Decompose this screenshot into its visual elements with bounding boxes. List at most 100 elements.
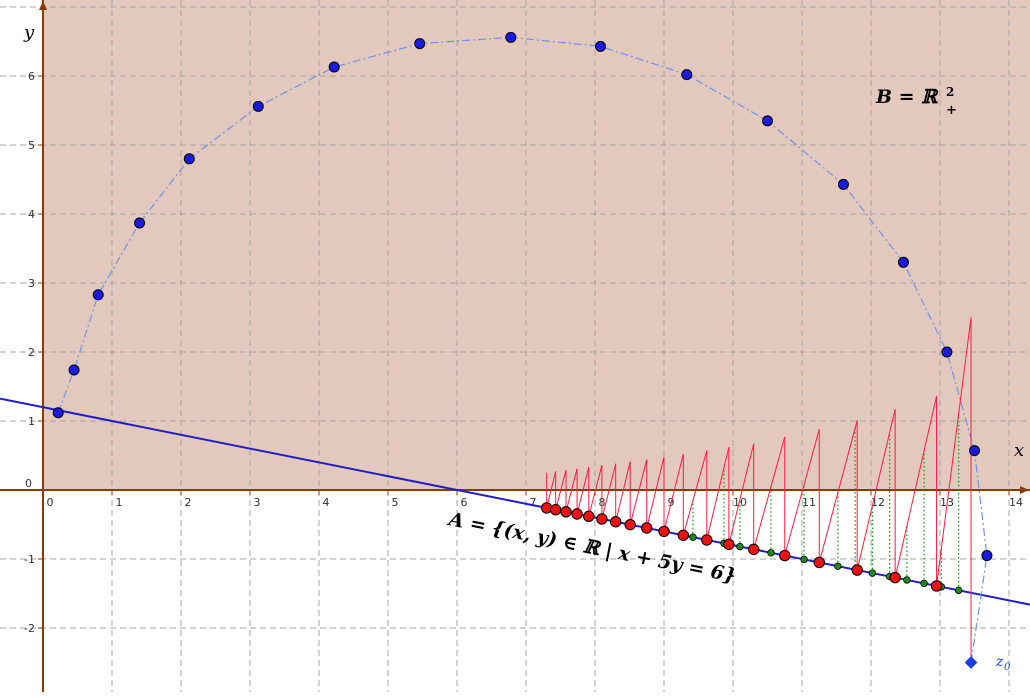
green-point[interactable]: [767, 549, 775, 557]
y-tick-label: -2: [24, 622, 35, 635]
green-point[interactable]: [689, 533, 697, 541]
z0-label: z 0: [995, 654, 1011, 673]
blue-point[interactable]: [52, 407, 64, 419]
blue-point[interactable]: [681, 69, 693, 81]
x-tick-label: 3: [254, 496, 261, 509]
red-point[interactable]: [624, 518, 636, 531]
x-tick-label: 5: [392, 496, 399, 509]
green-point[interactable]: [834, 562, 842, 570]
red-point[interactable]: [701, 534, 713, 546]
blue-point[interactable]: [92, 289, 104, 301]
y-tick-label: 3: [28, 277, 35, 290]
red-point[interactable]: [560, 506, 572, 518]
red-diagonal-segment: [546, 471, 557, 509]
red-diagonal-segment: [615, 461, 631, 522]
set-b-subscript: +: [946, 103, 957, 118]
set-b-label: B = ℝ 2 +: [875, 85, 957, 118]
x-tick-label: 11: [802, 496, 816, 509]
blue-point[interactable]: [969, 445, 980, 457]
red-point[interactable]: [930, 580, 943, 592]
blue-point[interactable]: [252, 100, 264, 112]
red-point[interactable]: [658, 525, 670, 538]
dash-dot-curve: [57, 36, 988, 663]
green-point[interactable]: [868, 569, 877, 577]
green-point[interactable]: [903, 576, 911, 584]
red-point[interactable]: [596, 513, 608, 525]
y-tick-label: 5: [28, 139, 35, 152]
red-point[interactable]: [641, 522, 653, 534]
x-tick-label: 12: [871, 496, 885, 509]
z0-label-name: z: [995, 654, 1004, 670]
y-tick-label: 2: [28, 346, 35, 359]
x-axis-label: x: [1014, 440, 1024, 461]
blue-point[interactable]: [941, 346, 953, 358]
blue-point[interactable]: [134, 217, 146, 229]
blue-point[interactable]: [762, 115, 773, 127]
red-diagonal-segment: [555, 469, 567, 510]
red-point[interactable]: [571, 508, 583, 520]
x-tick-label: 4: [323, 496, 330, 509]
red-diagonal-segment: [728, 443, 755, 545]
x-tick-label: 1: [116, 496, 123, 509]
red-diagonal-segment: [565, 468, 578, 512]
red-diagonal-segment: [663, 453, 684, 532]
x-tick-label: 0: [47, 496, 54, 509]
y-tick-label: -1: [24, 553, 35, 566]
red-point[interactable]: [723, 538, 735, 551]
blue-point[interactable]: [897, 256, 909, 268]
red-diagonal-segment: [576, 467, 590, 515]
green-point[interactable]: [920, 579, 928, 588]
blue-point[interactable]: [68, 364, 80, 376]
origin-label: 0: [25, 477, 32, 490]
red-diagonal-segment: [588, 465, 603, 517]
green-point[interactable]: [954, 586, 963, 595]
red-diagonal-segment: [784, 429, 820, 556]
red-point[interactable]: [889, 571, 901, 584]
blue-point[interactable]: [414, 38, 426, 50]
y-axis-arrow: [39, 1, 47, 10]
red-diagonal-segment: [894, 396, 938, 578]
blue-curve-points[interactable]: [52, 31, 993, 562]
red-point[interactable]: [583, 510, 595, 523]
z0-label-subscript: 0: [1004, 662, 1011, 673]
red-diagonal-segment: [753, 436, 786, 550]
red-diagonal-segment: [682, 450, 708, 536]
region-b-positive-quadrant: [43, 0, 1030, 490]
red-points[interactable]: [541, 502, 943, 592]
blue-point[interactable]: [183, 153, 195, 165]
y-tick-label: 6: [28, 70, 35, 83]
red-point[interactable]: [610, 516, 622, 528]
red-zigzag-segments: [546, 317, 972, 663]
red-diagonal-segment: [646, 456, 665, 529]
blue-point[interactable]: [328, 61, 340, 73]
green-point[interactable]: [800, 555, 808, 564]
x-tick-label: 2: [185, 496, 192, 509]
x-axis-arrow: [1020, 486, 1029, 494]
red-point[interactable]: [779, 549, 791, 562]
red-diagonal-segment: [856, 409, 896, 571]
x-tick-label: 7: [530, 496, 537, 509]
red-diagonal-segment: [936, 317, 972, 586]
red-point[interactable]: [677, 529, 690, 541]
y-tick-label: 4: [28, 208, 35, 221]
red-point[interactable]: [851, 564, 863, 576]
red-point[interactable]: [748, 543, 760, 556]
blue-point[interactable]: [837, 178, 849, 190]
blue-point[interactable]: [981, 550, 993, 562]
red-diagonal-segment: [818, 420, 858, 563]
x-tick-label: 14: [1009, 496, 1023, 509]
blue-point[interactable]: [505, 31, 517, 43]
red-point[interactable]: [813, 556, 825, 569]
red-point[interactable]: [549, 504, 562, 516]
set-b-label-main: B = ℝ: [875, 86, 939, 108]
green-point[interactable]: [736, 542, 744, 551]
red-diagonal-segment: [706, 447, 730, 541]
blue-point[interactable]: [595, 40, 607, 52]
y-tick-label: 1: [28, 415, 35, 428]
y-axis-label: y: [23, 22, 35, 43]
